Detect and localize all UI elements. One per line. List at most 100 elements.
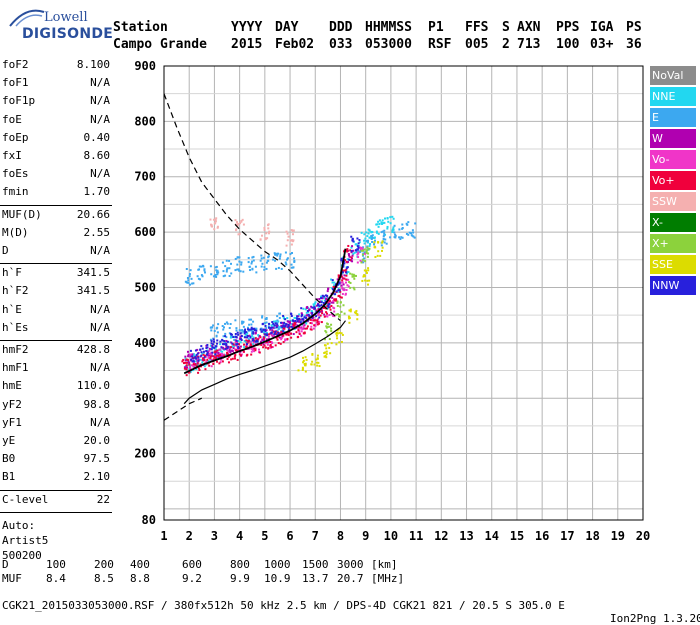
data-point xyxy=(311,311,314,314)
param-key: fmin xyxy=(2,185,29,199)
data-point xyxy=(371,240,374,243)
data-point xyxy=(345,271,348,274)
footer-row-value: 400 xyxy=(130,558,150,571)
data-point xyxy=(211,355,214,358)
data-point xyxy=(305,311,308,314)
data-point xyxy=(312,306,315,309)
data-point xyxy=(262,346,265,349)
data-point xyxy=(342,304,345,307)
data-point xyxy=(259,259,262,262)
data-point xyxy=(325,325,328,328)
data-point xyxy=(259,328,262,331)
data-point xyxy=(392,217,395,220)
data-point xyxy=(349,281,352,284)
data-point xyxy=(293,257,296,260)
data-point xyxy=(248,323,251,326)
data-point xyxy=(325,298,328,301)
data-point xyxy=(246,334,249,337)
param-value: 97.5 xyxy=(83,452,111,466)
auto-version: 500200 xyxy=(2,548,42,562)
data-point xyxy=(265,261,268,264)
data-point xyxy=(276,254,279,257)
data-point xyxy=(251,348,254,351)
y-tick-label: 600 xyxy=(134,225,156,239)
data-point xyxy=(362,249,365,252)
data-point xyxy=(296,320,299,323)
profile-trace-upper xyxy=(183,248,347,375)
data-point xyxy=(345,278,348,281)
data-point xyxy=(242,350,245,353)
header-label-1: YYYY xyxy=(231,20,263,35)
data-point xyxy=(263,330,266,333)
data-point xyxy=(377,250,380,253)
data-point xyxy=(352,253,355,256)
data-point xyxy=(314,319,317,322)
data-point xyxy=(330,313,333,316)
data-point xyxy=(281,321,284,324)
data-point xyxy=(302,325,305,328)
param-value: N/A xyxy=(90,76,110,90)
data-point xyxy=(223,343,226,346)
data-point xyxy=(200,274,203,277)
data-point xyxy=(252,350,255,353)
data-point xyxy=(231,357,234,360)
data-point xyxy=(250,318,253,321)
data-point xyxy=(343,277,346,280)
data-point xyxy=(237,345,240,348)
data-point xyxy=(363,242,366,245)
data-point xyxy=(190,277,193,280)
data-point xyxy=(220,355,223,358)
data-point xyxy=(246,326,249,329)
param-value: 98.8 xyxy=(83,397,111,411)
data-point xyxy=(202,353,205,356)
data-point xyxy=(213,329,216,332)
data-point xyxy=(185,361,188,364)
data-point xyxy=(318,365,321,368)
data-point xyxy=(213,351,216,354)
data-point xyxy=(407,221,410,224)
data-point xyxy=(346,250,349,253)
data-point xyxy=(381,246,384,249)
param-key: foEp xyxy=(2,130,29,144)
data-point xyxy=(357,242,360,245)
data-point xyxy=(319,314,322,317)
data-point xyxy=(313,306,316,309)
data-point xyxy=(347,278,350,281)
data-point xyxy=(261,323,264,326)
data-point xyxy=(341,287,344,290)
data-point xyxy=(239,332,242,335)
data-point xyxy=(250,344,253,347)
data-point xyxy=(250,353,253,356)
data-point xyxy=(206,346,209,349)
data-point xyxy=(355,249,358,252)
data-point xyxy=(287,235,290,238)
header-label-9: PPS xyxy=(556,20,580,35)
data-point xyxy=(348,258,351,261)
data-point xyxy=(324,351,327,354)
data-point xyxy=(345,260,348,263)
data-point xyxy=(276,252,279,255)
data-point xyxy=(338,281,341,284)
data-point xyxy=(294,321,297,324)
data-point xyxy=(253,339,256,342)
param-key: hmE xyxy=(2,379,22,393)
data-point xyxy=(274,344,277,347)
data-point xyxy=(239,345,242,348)
data-point xyxy=(348,317,351,320)
data-point xyxy=(346,266,349,269)
data-point xyxy=(289,239,292,242)
data-point xyxy=(363,269,366,272)
data-point xyxy=(287,323,290,326)
footer-row-value: 8.8 xyxy=(130,572,150,585)
data-point xyxy=(335,334,338,337)
data-point xyxy=(202,357,205,360)
y-tick-label: 800 xyxy=(134,114,156,128)
x-tick-label: 3 xyxy=(211,529,218,543)
data-point xyxy=(291,229,294,232)
data-point xyxy=(296,318,299,321)
data-point xyxy=(229,262,232,265)
data-point xyxy=(298,330,301,333)
data-point xyxy=(345,288,348,291)
data-point xyxy=(273,335,276,338)
data-point xyxy=(324,300,327,303)
